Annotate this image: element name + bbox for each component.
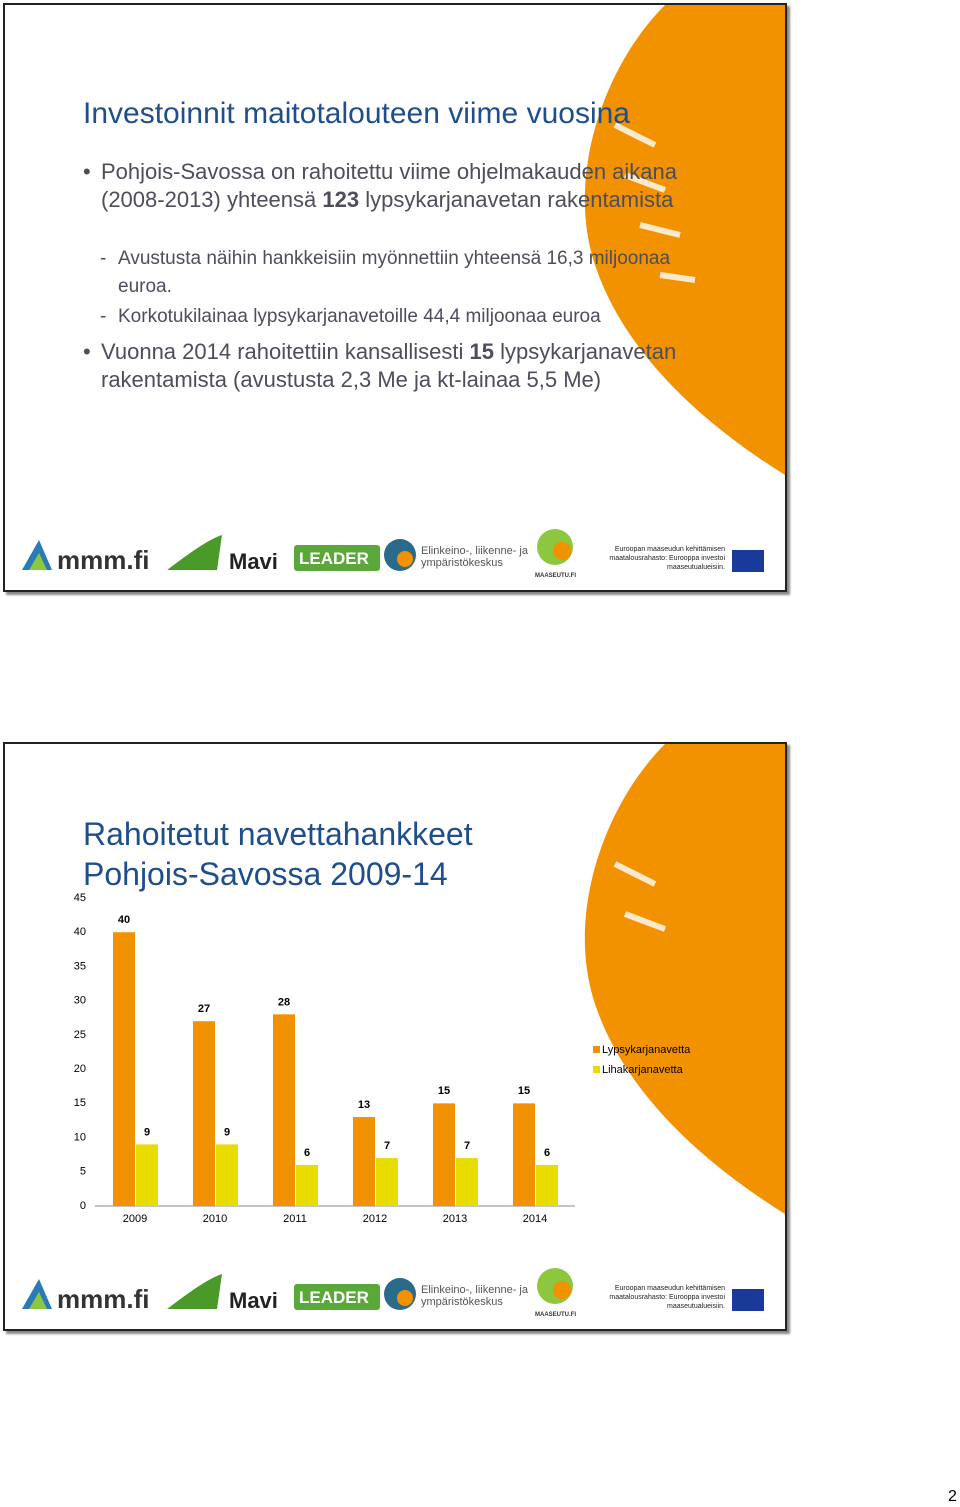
x-tick-label: 2010 bbox=[203, 1213, 227, 1225]
text: Vuonna 2014 rahoitettiin kansallisesti bbox=[101, 339, 470, 364]
y-tick-label: 20 bbox=[74, 1063, 86, 1075]
logo-text: mmm.fi bbox=[57, 545, 150, 575]
logo-text: MAASEUTU.FI bbox=[535, 573, 576, 579]
slide-title: Investoinnit maitotalouteen viime vuosin… bbox=[83, 97, 630, 130]
logo-row: mmm.fi Mavi LEADER Elinkeino-, liikenne-… bbox=[17, 1264, 777, 1324]
logo-text: Mavi bbox=[229, 1288, 278, 1313]
logo-text: Elinkeino-, liikenne- ja ympäristökeskus bbox=[421, 1284, 528, 1308]
bar bbox=[216, 1144, 238, 1206]
y-tick-label: 10 bbox=[74, 1131, 86, 1143]
legend-swatch bbox=[593, 1046, 600, 1053]
logo-text: mmm.fi bbox=[57, 1284, 150, 1314]
y-tick-label: 40 bbox=[74, 926, 86, 938]
decoration bbox=[584, 744, 785, 1214]
logo-text: Elinkeino-, liikenne- ja ympäristökeskus bbox=[421, 545, 528, 569]
text: Pohjois-Savossa on rahoitettu viime ohje… bbox=[101, 159, 678, 212]
logo-text: LEADER bbox=[299, 549, 369, 568]
data-label: 9 bbox=[144, 1126, 150, 1138]
data-label: 7 bbox=[384, 1140, 390, 1152]
y-tick-label: 15 bbox=[74, 1097, 86, 1109]
y-tick-label: 45 bbox=[74, 892, 86, 904]
logo-text: LEADER bbox=[299, 1288, 369, 1307]
text: Korkotukilainaa lypsykarjanavetoille 44,… bbox=[118, 306, 601, 327]
logo-row: mmm.fi Mavi LEADER Elinkeino-, liikenne-… bbox=[17, 525, 777, 585]
bar bbox=[273, 1014, 295, 1206]
bar bbox=[376, 1158, 398, 1206]
chart-title: Rahoitetut navettahankkeet Pohjois-Savos… bbox=[83, 816, 473, 892]
data-label: 9 bbox=[224, 1126, 230, 1138]
y-tick-label: 0 bbox=[80, 1200, 86, 1212]
bar bbox=[353, 1117, 375, 1206]
data-label: 27 bbox=[198, 1003, 210, 1015]
logo-shapes bbox=[22, 1268, 764, 1311]
page-number: 2 bbox=[948, 1488, 957, 1505]
bar bbox=[296, 1164, 318, 1206]
sub-bullet: - Korkotukilainaa lypsykarjanavetoille 44… bbox=[100, 303, 678, 331]
text: Avustusta näihin hankkeisiin myönnettiin… bbox=[118, 248, 671, 297]
data-label: 6 bbox=[544, 1147, 550, 1159]
data-label: 28 bbox=[278, 996, 290, 1008]
sub-bullet: - Avustusta näihin hankkeisiin myönnettii… bbox=[100, 245, 678, 301]
y-tick-label: 25 bbox=[74, 1029, 86, 1041]
x-tick-label: 2014 bbox=[523, 1213, 547, 1225]
y-tick-label: 5 bbox=[80, 1166, 86, 1178]
data-label: 40 bbox=[118, 914, 130, 926]
text: 15 bbox=[469, 339, 495, 364]
x-tick-label: 2013 bbox=[443, 1213, 467, 1225]
data-label: 15 bbox=[518, 1085, 530, 1097]
y-tick-label: 30 bbox=[74, 995, 86, 1007]
data-label: 15 bbox=[438, 1085, 450, 1097]
y-tick-label: 35 bbox=[74, 960, 86, 972]
logo-text: MAASEUTU.FI bbox=[535, 1312, 576, 1318]
text: lypsykarjanavetan rakentamista bbox=[359, 187, 674, 212]
bar bbox=[513, 1103, 535, 1206]
bullet: • Vuonna 2014 rahoitettiin kansallisesti … bbox=[83, 339, 677, 392]
bar bbox=[456, 1158, 478, 1206]
x-tick-label: 2011 bbox=[283, 1213, 307, 1225]
bar bbox=[433, 1103, 455, 1206]
bar bbox=[536, 1164, 558, 1206]
legend-label: Lihakarjanavetta bbox=[602, 1064, 684, 1076]
text: lypsykarjanavetan rakentamista (avustust… bbox=[101, 339, 677, 392]
data-label: 13 bbox=[358, 1099, 370, 1111]
bar bbox=[113, 932, 135, 1206]
decoration bbox=[584, 5, 785, 475]
data-label: 6 bbox=[304, 1147, 310, 1159]
logo-text: Euroopan maaseudun kehittämisen maatalou… bbox=[609, 1285, 725, 1310]
logo-text: Euroopan maaseudun kehittämisen maatalou… bbox=[609, 546, 725, 571]
slide: Investoinnit maitotalouteen viime vuosin… bbox=[3, 3, 787, 592]
x-tick-label: 2012 bbox=[363, 1213, 387, 1225]
legend-label: Lypsykarjanavetta bbox=[602, 1044, 691, 1056]
text: 123 bbox=[322, 187, 360, 212]
bar bbox=[136, 1144, 158, 1206]
legend-swatch bbox=[593, 1066, 600, 1073]
x-tick-label: 2009 bbox=[123, 1213, 147, 1225]
data-label: 7 bbox=[464, 1140, 470, 1152]
bar bbox=[193, 1021, 215, 1206]
bullet: • Pohjois-Savossa on rahoitettu viime ohj… bbox=[83, 159, 678, 212]
logo-text: Mavi bbox=[229, 549, 278, 574]
logo-shapes bbox=[22, 529, 764, 572]
